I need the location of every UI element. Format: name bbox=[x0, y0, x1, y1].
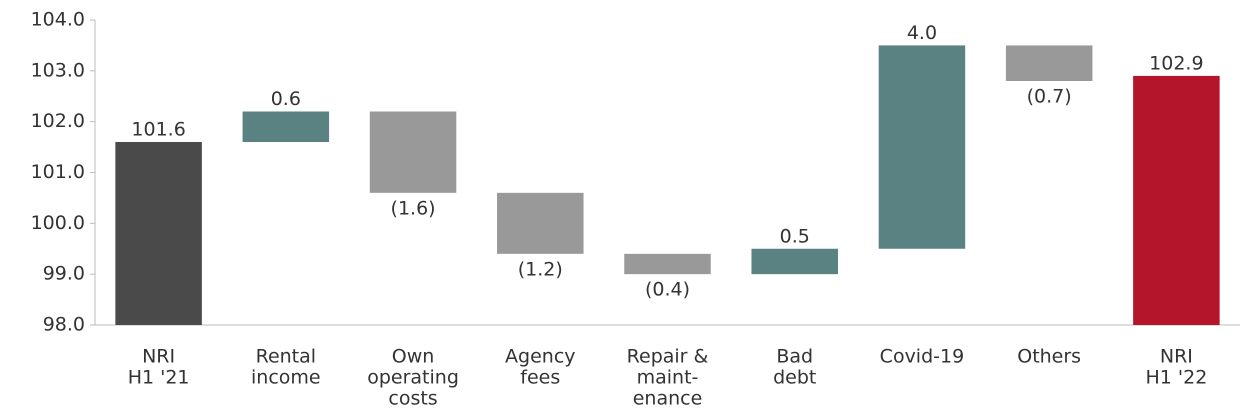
x-tick-label: Others bbox=[1017, 346, 1081, 368]
bar bbox=[1133, 75, 1220, 326]
x-tick-label: enance bbox=[633, 388, 703, 410]
bar bbox=[1005, 45, 1093, 81]
x-tick-label: maint- bbox=[637, 367, 699, 389]
bar bbox=[497, 192, 584, 254]
value-label: 0.5 bbox=[780, 225, 810, 247]
value-label: (0.7) bbox=[1027, 86, 1072, 108]
x-tick-label: Rental bbox=[256, 346, 316, 368]
x-tick-label: operating bbox=[367, 367, 459, 389]
y-tick-label: 100.0 bbox=[31, 212, 85, 234]
y-tick-label: 102.0 bbox=[31, 110, 85, 132]
bar bbox=[624, 253, 711, 275]
bar bbox=[115, 142, 202, 325]
bar bbox=[878, 45, 966, 249]
bar bbox=[369, 111, 457, 193]
y-tick-label: 104.0 bbox=[31, 9, 85, 31]
y-tick-label: 103.0 bbox=[31, 59, 85, 81]
x-tick-label: H1 '22 bbox=[1145, 367, 1207, 389]
value-label: 102.9 bbox=[1149, 52, 1203, 74]
x-tick-label: fees bbox=[520, 367, 560, 389]
x-tick-label: Own bbox=[392, 346, 435, 368]
value-label: (0.4) bbox=[645, 279, 690, 301]
value-label: 4.0 bbox=[907, 22, 937, 44]
x-tick-label: H1 '21 bbox=[128, 367, 190, 389]
value-label: (1.2) bbox=[518, 258, 563, 280]
bar bbox=[242, 111, 330, 142]
x-tick-label: NRI bbox=[1160, 346, 1193, 368]
x-tick-label: Bad bbox=[776, 346, 813, 368]
y-tick-label: 98.0 bbox=[43, 314, 85, 336]
bar bbox=[751, 248, 838, 275]
x-tick-label: costs bbox=[388, 388, 437, 410]
y-tick-label: 99.0 bbox=[43, 263, 85, 285]
x-tick-label: Repair & bbox=[627, 346, 709, 368]
value-label: (1.6) bbox=[391, 197, 436, 219]
x-tick-label: Covid-19 bbox=[880, 346, 965, 368]
y-tick-label: 101.0 bbox=[31, 161, 85, 183]
value-label: 0.6 bbox=[271, 88, 301, 110]
x-tick-label: NRI bbox=[142, 346, 175, 368]
value-label: 101.6 bbox=[131, 119, 185, 141]
x-tick-label: Agency bbox=[505, 346, 575, 368]
x-tick-label: income bbox=[251, 367, 321, 389]
x-tick-label: debt bbox=[773, 367, 816, 389]
